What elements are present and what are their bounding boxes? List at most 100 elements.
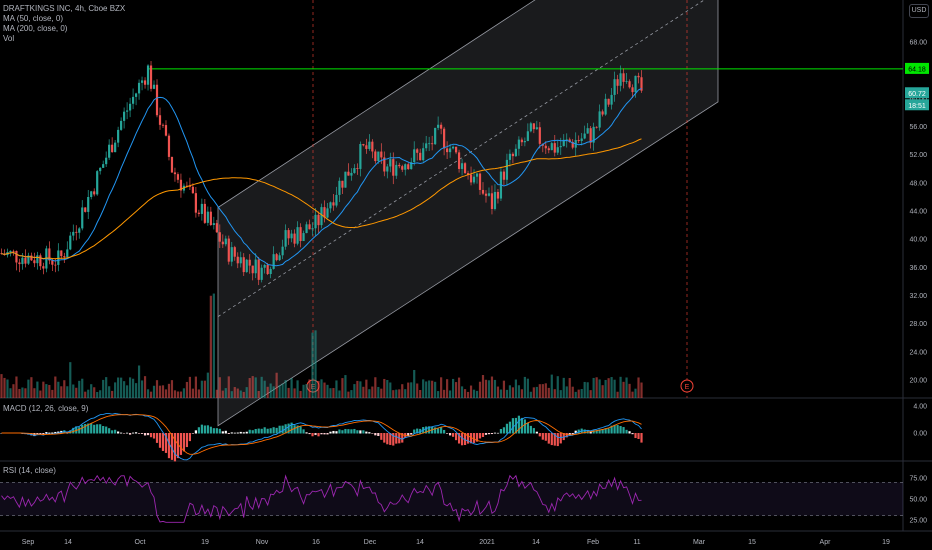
macd-histogram-bar (508, 421, 512, 434)
candle-body (404, 164, 407, 170)
volume-bar (356, 380, 359, 398)
macd-histogram-bar (374, 433, 377, 436)
candle-body (167, 135, 171, 157)
volume-bar (592, 377, 595, 398)
candle-body (257, 259, 260, 280)
volume-bar (607, 378, 610, 398)
macd-histogram-bar (152, 433, 156, 439)
volume-bar (559, 390, 562, 398)
macd-histogram-bar (347, 429, 350, 434)
volume-bar (538, 384, 541, 398)
volume-bar (188, 376, 192, 398)
candle-body (161, 124, 165, 126)
volume-bar (484, 379, 488, 398)
x-tick-label: Feb (587, 539, 599, 546)
volume-bar (335, 380, 338, 398)
volume-bar (437, 391, 440, 398)
volume-bar (206, 372, 209, 398)
volume-bar (625, 377, 628, 398)
candle-body (454, 146, 458, 153)
macd-histogram-bar (356, 430, 359, 434)
candle-body (179, 179, 183, 191)
volume-bar (143, 376, 147, 398)
candle-body (320, 207, 323, 226)
volume-bar (449, 390, 452, 398)
candle-body (511, 153, 515, 157)
volume-bar (389, 382, 392, 398)
volume-bar (604, 379, 607, 398)
macd-histogram-bar (179, 433, 183, 455)
volume-bar (93, 387, 96, 398)
volume-bar (254, 377, 257, 398)
volume-bar (574, 391, 577, 398)
y-tick-label: 52.00 (909, 152, 927, 159)
x-tick-label: 14 (64, 539, 72, 546)
macd-histogram-bar (323, 433, 326, 435)
candle-body (302, 233, 305, 242)
macd-histogram-bar (443, 429, 446, 434)
candle-body (170, 156, 174, 173)
macd-histogram-bar (571, 433, 574, 435)
volume-bar (170, 380, 174, 398)
volume-bar (90, 384, 93, 398)
rsi-legend: RSI (14, close) (3, 466, 56, 475)
macd-histogram-bar (460, 433, 464, 446)
ma50-line (1, 87, 642, 267)
macd-histogram-bar (451, 433, 455, 437)
candle-body (15, 250, 18, 263)
candle-body (472, 176, 476, 183)
y-tick-label: 36.00 (909, 265, 927, 272)
candle-body (78, 228, 81, 233)
volume-bar (404, 389, 407, 398)
candle-body (114, 142, 117, 153)
volume-bar (42, 381, 45, 398)
volume-bar (0, 374, 3, 398)
macd-histogram-bar (410, 433, 413, 435)
macd-histogram-bar (377, 433, 380, 436)
rsi-band (0, 482, 903, 516)
candle-body (428, 143, 431, 145)
macd-histogram-bar (293, 425, 296, 434)
x-tick-label: Sep (22, 539, 35, 546)
macd-histogram-bar (93, 424, 96, 434)
volume-bar (45, 384, 48, 398)
candle-body (371, 141, 374, 152)
candle-body (341, 180, 344, 188)
candle-body (66, 249, 69, 258)
volume-bar (440, 377, 443, 398)
earnings-marker (680, 379, 694, 393)
macd-histogram-bar (173, 433, 177, 462)
candle-body (236, 256, 239, 264)
candle-body (538, 127, 541, 144)
earnings-label: E (685, 384, 690, 391)
volume-bar (332, 388, 335, 398)
candle-body (344, 171, 347, 188)
candle-body (117, 129, 120, 143)
currency-button[interactable]: USD (909, 4, 929, 18)
candle-body (12, 250, 15, 252)
y-tick-label: 20.00 (909, 378, 927, 385)
macd-histogram-bar (299, 426, 302, 434)
volume-bar (502, 380, 506, 398)
volume-bar (224, 388, 227, 398)
candle-body (562, 139, 565, 147)
macd-histogram-bar (197, 427, 200, 434)
macd-histogram-bar (96, 424, 99, 434)
macd-histogram-bar (143, 433, 147, 436)
macd-histogram-bar (248, 429, 251, 434)
candle-body (111, 144, 114, 153)
candle-body (188, 185, 192, 187)
candle-body (550, 143, 553, 151)
macd-histogram-bar (401, 433, 404, 443)
macd-histogram-bar (45, 432, 48, 434)
volume-bar (87, 389, 90, 398)
volume-bar (266, 386, 269, 398)
macd-histogram-bar (446, 433, 449, 434)
volume-bar (457, 377, 461, 398)
candle-body (278, 255, 281, 261)
volume-bar (601, 385, 604, 398)
candle-body (338, 180, 341, 195)
vol-legend: Vol (3, 34, 15, 43)
volume-bar (105, 377, 108, 398)
